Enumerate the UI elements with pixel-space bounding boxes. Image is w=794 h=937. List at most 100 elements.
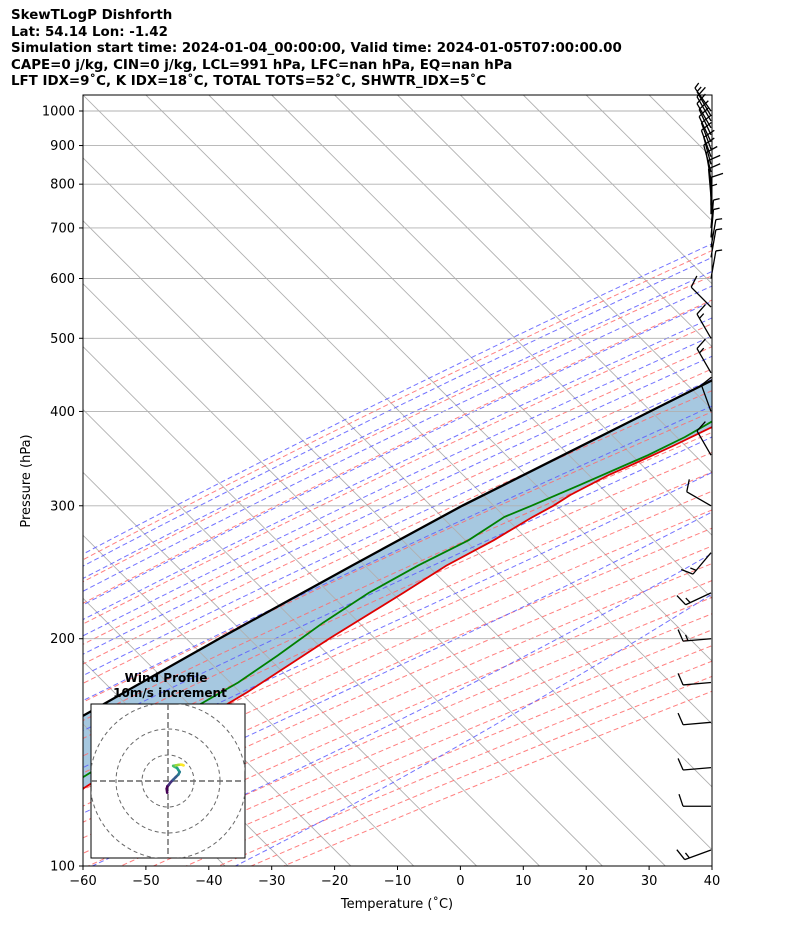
wind-barb-staff [696,348,712,374]
dewpoint-line [83,420,712,779]
y-tick-label: 300 [50,499,75,514]
wind-barb-half-feather [713,207,720,211]
hodograph-subtitle: 10m/s increment [113,686,227,700]
x-tick-label: −40 [195,874,222,889]
moist-adiabat [83,378,712,677]
y-tick-label: 1000 [42,104,75,119]
time-line: Simulation start time: 2024-01-04_00:00:… [11,41,622,57]
wind-barb-feather [677,758,684,771]
dry-adiabats [83,249,712,866]
indices-line: LFT IDX=9˚C, K IDX=18˚C, TOTAL TOTS=52˚C… [11,74,487,90]
hodograph-inset: Wind Profile 10m/s increment [90,671,246,859]
y-tick-label: 700 [50,221,75,236]
isotherm-line [83,95,712,725]
wind-barb [686,479,712,507]
dry-adiabat [83,527,712,807]
dry-adiabat [83,411,712,703]
wind-barb [677,673,712,686]
wind-barb-feather [676,849,686,860]
x-tick-label: 0 [456,874,464,889]
dry-adiabat [153,629,712,866]
wind-barb-half-feather [690,567,697,571]
location-line: Lat: 54.14 Lon: -1.42 [11,24,168,40]
wind-barb-feather [677,673,684,686]
wind-barb-staff [698,109,712,136]
isotherm-line [334,95,712,474]
wind-barb [696,304,712,339]
wind-barb-staff [683,766,712,771]
x-tick-label: 30 [641,874,658,889]
x-tick-label: −20 [321,874,348,889]
isotherm-line [775,95,794,866]
wind-barb [680,552,712,575]
isotherm-line [83,471,477,866]
x-tick-label: −30 [258,874,285,889]
wind-barb [677,712,712,726]
wind-barb-half-feather [715,218,723,221]
moist-adiabat [83,317,712,621]
wind-barb-feather [701,376,712,386]
wind-barb-half-feather [696,86,702,93]
wind-barb [676,849,712,861]
wind-barb-staff [684,849,712,861]
dry-adiabat [83,346,712,645]
isotherm-line [83,220,712,851]
wind-barb-staff [698,116,712,143]
y-tick-label: 600 [50,272,75,287]
wind-barb-feather [678,794,684,807]
hodograph-trace-segment [181,763,185,767]
x-tick-label: −10 [384,874,411,889]
wind-barb-staff [696,430,712,456]
wind-barb-half-feather [694,82,700,89]
wind-barb-feather [680,568,694,575]
wind-barb-staff [686,491,712,507]
wind-barb-feather [696,304,706,315]
hodograph-title: Wind Profile [125,671,208,685]
mixing-ratio-lines [769,95,794,338]
y-tick-label: 200 [50,632,75,647]
wind-barbs [676,82,724,861]
wind-barb [678,794,711,807]
dry-adiabat [218,660,712,866]
wind-barb-feather [698,100,709,110]
wind-barb-half-feather [684,634,689,641]
wind-barb-staff [683,681,712,686]
moist-adiabat [83,256,712,567]
moist-adiabat [83,436,712,732]
wind-barb-staff [690,286,712,308]
isotherm-line [460,95,712,348]
x-tick-label: −60 [69,874,96,889]
wind-barb [690,275,712,308]
isotherm-line [522,95,712,285]
parcel-profile-line [83,379,712,718]
moist-adiabat [83,270,712,579]
wind-barb-feather [703,137,715,146]
wind-barb-feather [698,107,709,118]
chart-header: SkewTLogP Dishforth Lat: 54.14 Lon: -1.4… [11,8,622,91]
wind-barb-staff [700,384,712,412]
dry-adiabat [83,545,712,823]
wind-barb-feather [708,154,721,161]
isotherm-line [648,95,712,159]
isotherm-line [83,534,415,866]
wind-barb-staff [696,313,712,339]
wind-barb-half-feather [713,197,720,201]
wind-barb-staff [696,91,712,117]
wind-barb-feather [696,93,706,104]
wind-barb [700,376,712,412]
moist-adiabat [83,335,712,637]
wind-barb-feather [703,129,715,138]
isotherm-line [83,283,666,866]
isotherm-line [397,95,712,411]
wind-barb [696,86,712,117]
wind-barb [696,421,712,456]
cape-line: CAPE=0 j/kg, CIN=0 j/kg, LCL=991 hPa, LF… [11,57,513,73]
y-tick-label: 900 [50,139,75,154]
dry-adiabat [83,490,712,774]
wind-barb [696,338,712,374]
mixing-ratio-line [769,95,794,338]
wind-barb-half-feather [715,228,723,231]
wind-barb-feather [696,338,706,350]
dry-adiabat [83,509,712,791]
moist-adiabat [83,285,712,592]
